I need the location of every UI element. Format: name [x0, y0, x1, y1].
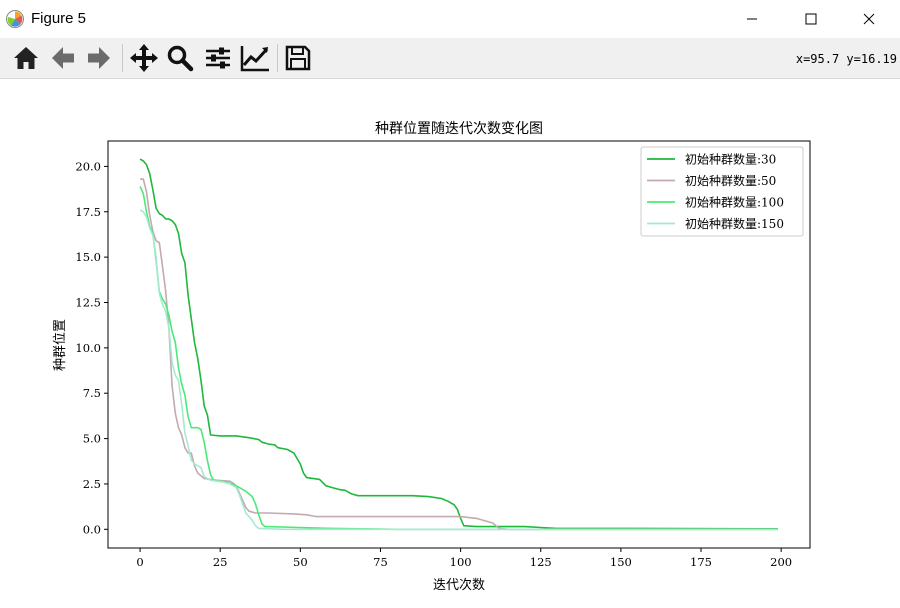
- cursor-coordinates: x=95.7 y=16.19: [795, 52, 897, 66]
- minimize-button[interactable]: [729, 0, 775, 38]
- legend: 初始种群数量:30 初始种群数量:50 初始种群数量:100 初始种群数量:150: [640, 146, 804, 237]
- minimize-icon: [747, 18, 757, 20]
- close-button[interactable]: [846, 0, 892, 38]
- forward-button[interactable]: [83, 42, 115, 74]
- toolbar-separator: [277, 44, 278, 72]
- line-chart-icon: [240, 46, 269, 72]
- y-tick-label: 2.5: [83, 477, 101, 491]
- series-layer: [139, 158, 778, 531]
- window-title-bar: Figure 5: [0, 0, 900, 38]
- legend-frame: [640, 146, 804, 237]
- x-tick-label: 125: [530, 555, 552, 569]
- home-icon: [14, 47, 38, 69]
- y-tick-label: 5.0: [83, 432, 101, 446]
- x-tick-label: 0: [136, 555, 143, 569]
- configure-subplots-button[interactable]: [202, 42, 234, 74]
- y-tick-label: 17.5: [75, 205, 101, 219]
- x-tick-label: 100: [450, 555, 472, 569]
- legend-label: 初始种群数量:100: [685, 195, 784, 210]
- move-icon: [130, 44, 158, 72]
- floppy-icon: [285, 45, 311, 71]
- pan-button[interactable]: [128, 42, 160, 74]
- maximize-icon: [805, 13, 817, 25]
- y-axis-label: 种群位置: [53, 319, 68, 371]
- edit-axis-button[interactable]: [239, 42, 271, 74]
- sliders-icon: [206, 47, 230, 69]
- toolbar-separator: [122, 44, 123, 72]
- zoom-button[interactable]: [164, 42, 196, 74]
- window-title: Figure 5: [31, 10, 87, 27]
- matplotlib-logo-icon: [6, 10, 24, 28]
- legend-label: 初始种群数量:50: [685, 173, 776, 188]
- save-button[interactable]: [282, 42, 314, 74]
- home-button[interactable]: [10, 42, 42, 74]
- legend-label: 初始种群数量:30: [685, 152, 776, 167]
- figure-canvas[interactable]: 0 25 50 75 100 125 150 175 200 0.0 2.5 5.0 7.5 10.0 12…: [0, 79, 900, 604]
- x-tick-label: 200: [770, 555, 792, 569]
- y-tick-label: 20.0: [75, 159, 101, 173]
- magnifier-icon: [167, 45, 194, 72]
- series-line-1: [139, 158, 778, 530]
- y-tick-label: 12.5: [75, 295, 101, 309]
- y-tick-label: 10.0: [75, 341, 101, 355]
- navigation-toolbar: [0, 38, 900, 79]
- y-tick-label: 0.0: [83, 522, 101, 536]
- line-chart[interactable]: 0 25 50 75 100 125 150 175 200 0.0 2.5 5.0 7.5 10.0 12…: [0, 79, 900, 604]
- arrow-right-icon: [88, 47, 110, 69]
- x-tick-label: 50: [293, 555, 308, 569]
- close-icon: [863, 13, 875, 25]
- tick-layer: 0 25 50 75 100 125 150 175 200 0.0 2.5 5.0 7.5 10.0 12…: [75, 159, 792, 569]
- series-line-4: [139, 209, 778, 531]
- x-tick-label: 25: [213, 555, 228, 569]
- x-tick-label: 175: [690, 555, 712, 569]
- x-tick-label: 150: [610, 555, 632, 569]
- arrow-left-icon: [52, 47, 74, 69]
- x-axis-label: 迭代次数: [433, 577, 485, 593]
- legend-label: 初始种群数量:150: [685, 216, 784, 231]
- chart-title: 种群位置随迭代次数变化图: [375, 121, 543, 137]
- y-tick-label: 7.5: [83, 386, 101, 400]
- maximize-button[interactable]: [788, 0, 834, 38]
- y-tick-label: 15.0: [75, 250, 101, 264]
- axes-frame: [107, 140, 811, 549]
- back-button[interactable]: [47, 42, 79, 74]
- x-tick-label: 75: [373, 555, 388, 569]
